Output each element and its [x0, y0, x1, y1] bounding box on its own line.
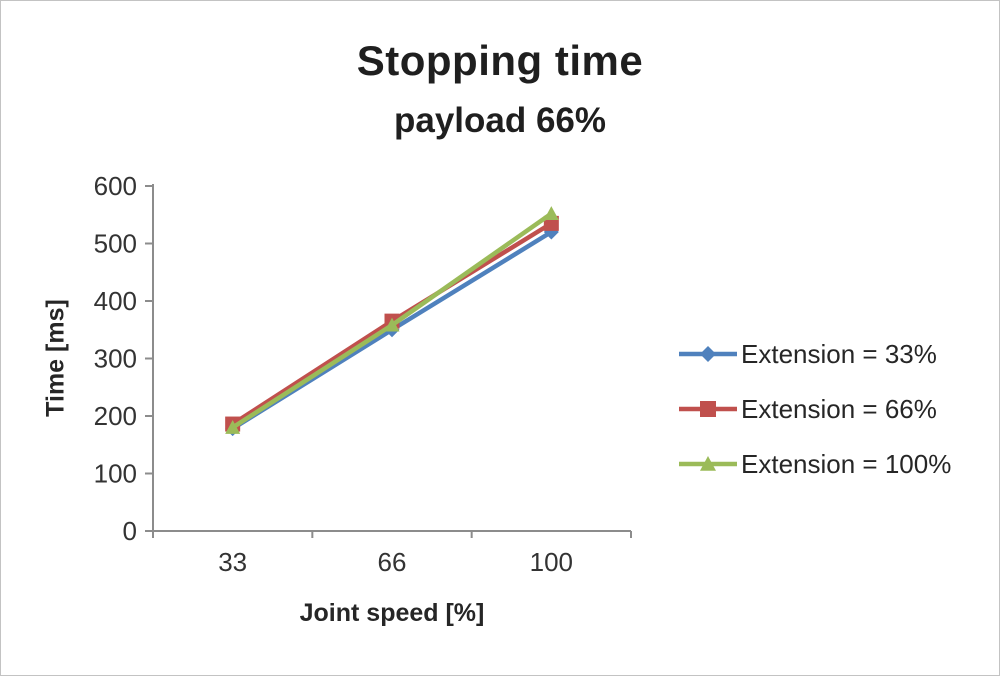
- y-tick-label: 100: [94, 459, 137, 489]
- legend-item: Extension = 100%: [677, 447, 951, 481]
- y-tick-label: 0: [123, 516, 137, 546]
- legend-item: Extension = 33%: [677, 337, 951, 371]
- diamond-marker-icon: [700, 346, 716, 362]
- chart-title: Stopping time: [356, 37, 644, 84]
- series-marker-icon: [543, 206, 559, 220]
- legend-item: Extension = 66%: [677, 392, 951, 426]
- legend-item-label: Extension = 66%: [741, 393, 937, 424]
- legend-item-label: Extension = 100%: [741, 448, 952, 479]
- legend: Extension = 33% Extension = 66% Extension …: [677, 337, 951, 481]
- y-tick-label: 400: [94, 286, 137, 316]
- y-tick-label: 200: [94, 401, 137, 431]
- x-tick-label: 33: [218, 547, 247, 577]
- chart-subtitle: payload 66%: [393, 101, 607, 140]
- x-axis-title: Joint speed [%]: [299, 599, 485, 627]
- legend-sample: [679, 456, 737, 471]
- legend-sample: [679, 401, 737, 417]
- triangle-marker-icon: [700, 456, 716, 471]
- x-tick-label: 66: [378, 547, 407, 577]
- y-tick-label: 600: [94, 171, 137, 201]
- y-tick-label: 300: [94, 344, 137, 374]
- x-tick-label: 100: [530, 547, 573, 577]
- y-tick-label: 500: [94, 229, 137, 259]
- legend-item-label: Extension = 33%: [741, 338, 937, 369]
- series-marker-icon: [384, 317, 400, 332]
- series-marker-icon: [225, 420, 241, 434]
- square-marker-icon: [700, 401, 716, 417]
- legend-sample: [679, 346, 737, 362]
